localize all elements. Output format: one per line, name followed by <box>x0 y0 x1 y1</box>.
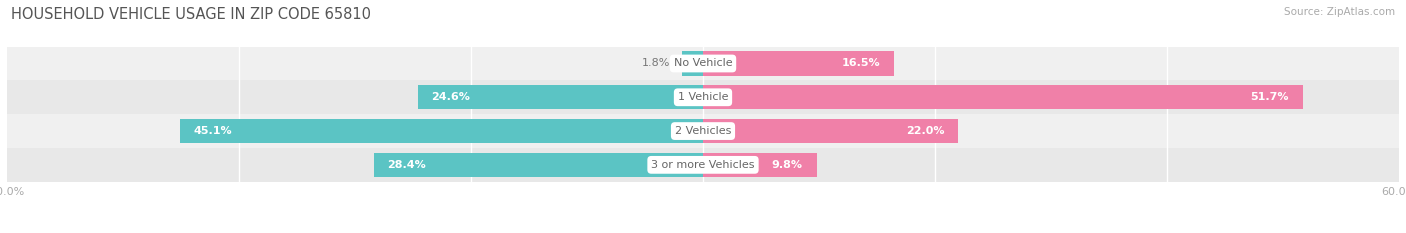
Bar <box>374 153 703 177</box>
Text: Source: ZipAtlas.com: Source: ZipAtlas.com <box>1284 7 1395 17</box>
Text: 24.6%: 24.6% <box>432 92 471 102</box>
Text: 9.8%: 9.8% <box>772 160 803 170</box>
Bar <box>180 119 703 143</box>
Bar <box>703 119 959 143</box>
Text: HOUSEHOLD VEHICLE USAGE IN ZIP CODE 65810: HOUSEHOLD VEHICLE USAGE IN ZIP CODE 6581… <box>11 7 371 22</box>
Text: 22.0%: 22.0% <box>905 126 945 136</box>
Bar <box>7 148 1399 182</box>
Text: 28.4%: 28.4% <box>388 160 426 170</box>
Bar <box>418 85 703 110</box>
Text: 45.1%: 45.1% <box>194 126 232 136</box>
Text: 16.5%: 16.5% <box>842 58 880 69</box>
Bar <box>703 85 1303 110</box>
Text: 2 Vehicles: 2 Vehicles <box>675 126 731 136</box>
Text: 3 or more Vehicles: 3 or more Vehicles <box>651 160 755 170</box>
Bar <box>7 47 1399 80</box>
Text: 1.8%: 1.8% <box>643 58 671 69</box>
Bar <box>7 114 1399 148</box>
Bar <box>682 51 703 76</box>
Legend: Owner-occupied, Renter-occupied: Owner-occupied, Renter-occupied <box>583 231 823 233</box>
Bar <box>703 51 894 76</box>
Text: 1 Vehicle: 1 Vehicle <box>678 92 728 102</box>
Bar <box>7 80 1399 114</box>
Text: No Vehicle: No Vehicle <box>673 58 733 69</box>
Bar <box>703 153 817 177</box>
Text: 51.7%: 51.7% <box>1250 92 1289 102</box>
